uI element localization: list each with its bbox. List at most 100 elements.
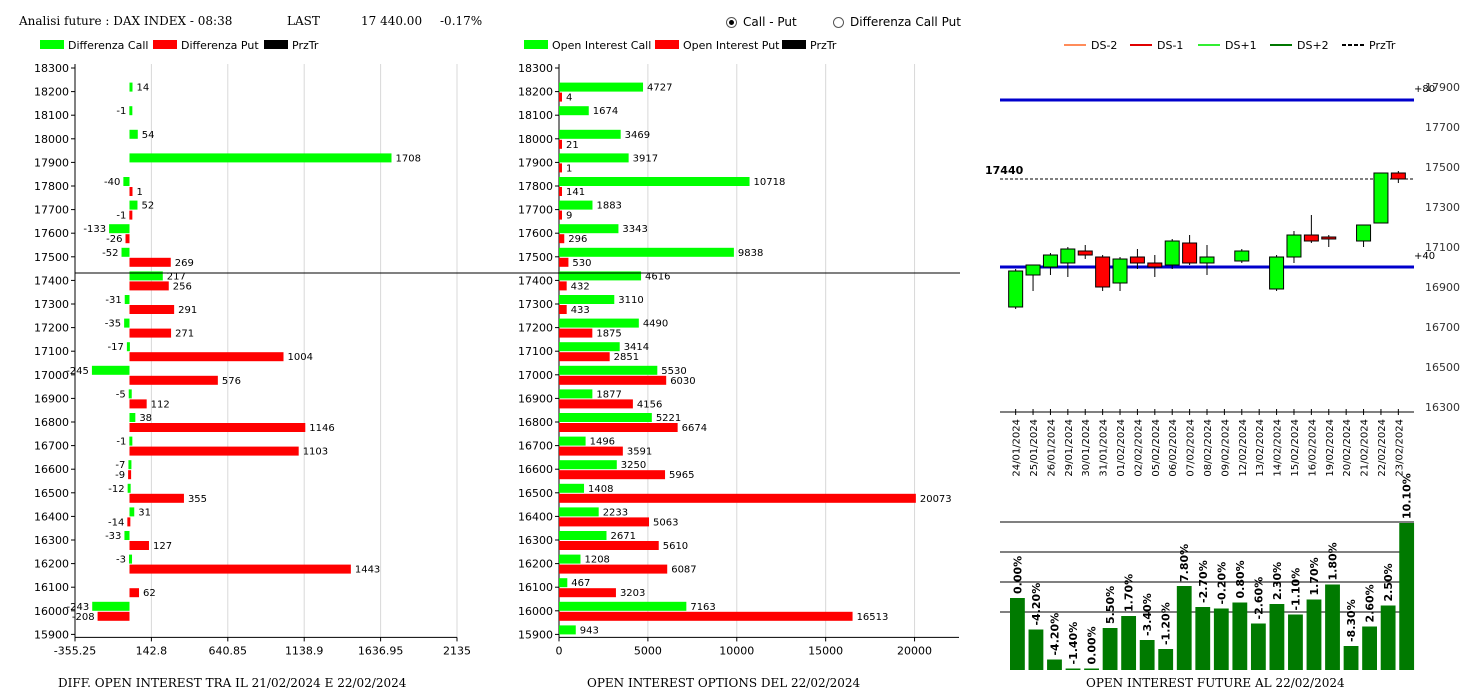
call-bar xyxy=(124,295,130,304)
y-tick-label: 16000 xyxy=(518,605,553,618)
call-bar xyxy=(129,129,138,139)
oi-bar xyxy=(1158,649,1174,670)
y-tick-label: 16800 xyxy=(518,416,553,429)
candle-body xyxy=(1269,256,1285,290)
oi-bar xyxy=(1362,626,1378,670)
put-value-label: -9 xyxy=(115,470,125,481)
call-bar xyxy=(559,271,642,281)
y-tick-label: 16600 xyxy=(34,463,69,476)
y-tick-label: 17600 xyxy=(34,227,69,240)
put-bar xyxy=(129,423,306,432)
call-value-label: -1 xyxy=(116,106,126,117)
radio-call-put[interactable]: Call - Put xyxy=(726,15,797,29)
call-bar xyxy=(559,389,593,399)
call-value-label: -1 xyxy=(116,437,126,448)
oi-change-label: -2.60% xyxy=(1252,577,1265,620)
call-value-label: -17 xyxy=(108,342,124,353)
caption-middle: OPEN INTEREST OPTIONS DEL 22/02/2024 xyxy=(587,676,861,690)
call-value-label: 467 xyxy=(571,578,590,589)
call-bar xyxy=(559,106,589,116)
call-bar xyxy=(124,531,130,540)
put-value-label: -26 xyxy=(106,234,122,245)
put-bar xyxy=(559,187,562,196)
candle-body xyxy=(1390,172,1406,180)
y-tick-label: 17700 xyxy=(34,204,69,217)
call-bar xyxy=(559,153,629,163)
call-value-label: 217 xyxy=(167,271,186,282)
y-tick-label: 17300 xyxy=(1425,201,1460,214)
call-value-label: 1408 xyxy=(588,484,613,495)
call-value-label: -133 xyxy=(83,224,106,235)
x-tick-label: 1636.95 xyxy=(358,644,404,657)
y-tick-label: 17500 xyxy=(518,251,553,264)
put-bar xyxy=(127,517,131,527)
put-value-label: 6087 xyxy=(671,565,696,576)
call-value-label: 1877 xyxy=(596,389,621,400)
call-bar xyxy=(559,247,734,257)
last-value: 17 440.00 xyxy=(361,14,423,28)
diff-oi-chart: Differenza Call Differenza Put PrzTr 18300 1… xyxy=(34,39,490,657)
put-value-label: 269 xyxy=(175,258,194,269)
date-label: 14/02/2024 xyxy=(1273,419,1284,477)
call-value-label: 3250 xyxy=(621,460,646,471)
put-bar xyxy=(559,446,623,456)
x-tick-label: 640.85 xyxy=(209,644,248,657)
call-value-label: -31 xyxy=(105,295,121,306)
call-bar xyxy=(559,365,658,375)
y-tick-label: 18100 xyxy=(34,109,69,122)
call-value-label: 3469 xyxy=(625,130,650,141)
call-value-label: 10718 xyxy=(754,177,786,188)
put-bar xyxy=(129,187,133,196)
upper-level-label: +80 xyxy=(1414,84,1435,95)
oi-options-chart: Open Interest Call Open Interest Put PrzTr… xyxy=(480,39,960,657)
call-bar xyxy=(129,82,133,92)
oi-change-label: -0.20% xyxy=(1215,562,1228,605)
y-tick-label: 16200 xyxy=(518,558,553,571)
call-bar xyxy=(128,460,132,470)
call-value-label: 38 xyxy=(139,413,152,424)
y-tick-label: 17400 xyxy=(34,274,69,287)
legend-label-1: DS-1 xyxy=(1157,39,1183,52)
legend-label-0: DS-2 xyxy=(1091,39,1117,52)
oi-bar xyxy=(1288,614,1303,670)
candle-body xyxy=(1303,234,1319,242)
call-value-label: 52 xyxy=(141,201,154,212)
oi-change-label: 1.70% xyxy=(1123,574,1136,612)
put-value-label: 62 xyxy=(143,588,156,599)
legend-label-3: DS+2 xyxy=(1297,39,1329,52)
call-bar xyxy=(129,106,133,116)
y-tick-label: 17300 xyxy=(34,298,69,311)
date-label: 13/02/2024 xyxy=(1255,419,1266,477)
lower-level-label: +40 xyxy=(1414,251,1435,262)
call-bar xyxy=(129,271,163,281)
y-tick-label: 17000 xyxy=(518,369,553,382)
radio-difference-call-put[interactable]: Differenza Call Put xyxy=(833,15,961,29)
put-bar xyxy=(129,352,284,362)
legend-label-0: Open Interest Call xyxy=(552,39,651,52)
oi-change-label: -4.20% xyxy=(1030,583,1043,626)
put-value-label: 141 xyxy=(566,187,585,198)
candle-body xyxy=(1025,264,1041,276)
date-label: 19/02/2024 xyxy=(1325,419,1336,477)
put-bar xyxy=(129,305,175,314)
put-bar xyxy=(559,352,610,362)
y-tick-label: 17500 xyxy=(34,251,69,264)
date-label: 24/01/2024 xyxy=(1012,419,1023,477)
put-bar xyxy=(129,588,140,598)
oi-bar xyxy=(1399,523,1415,670)
y-tick-label: 17600 xyxy=(518,227,553,240)
put-value-label: 1103 xyxy=(303,447,328,458)
candle-body xyxy=(1095,256,1111,288)
call-bar xyxy=(124,318,130,328)
legend-label-2: PrzTr xyxy=(292,39,319,52)
put-value-label: 112 xyxy=(151,399,170,410)
y-tick-label: 17800 xyxy=(34,180,69,193)
call-value-label: 1883 xyxy=(596,201,621,212)
put-bar xyxy=(559,281,567,291)
y-tick-label: 17700 xyxy=(518,204,553,217)
call-value-label: 4616 xyxy=(645,271,670,282)
put-value-label: 5063 xyxy=(653,517,678,528)
put-bar xyxy=(559,611,853,621)
put-bar xyxy=(129,493,184,503)
call-value-label: 1674 xyxy=(593,106,618,117)
